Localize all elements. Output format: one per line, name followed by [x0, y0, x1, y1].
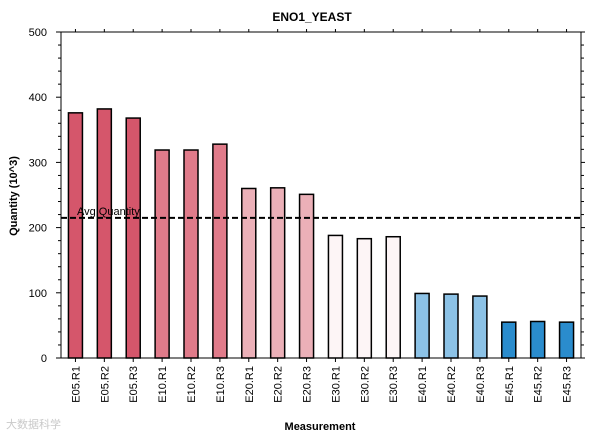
bar [443, 293, 459, 359]
x-tick-label: E05.R1 [70, 366, 82, 403]
y-axis-label: Quantity (10^3) [8, 156, 20, 236]
y-tick-label: 0 [41, 353, 47, 365]
bar [558, 321, 575, 359]
bar [529, 320, 546, 359]
x-tick-label: E30.R2 [359, 366, 371, 403]
x-tick-label: E45.R2 [533, 366, 545, 403]
bar [241, 187, 257, 359]
plot-area [60, 31, 582, 359]
x-tick-label: E20.R3 [302, 366, 314, 403]
bars-group [67, 108, 575, 359]
x-tick-label: E10.R3 [215, 366, 227, 403]
y-axis: 0 100 200 300 400 500 [29, 27, 585, 365]
x-tick-label: E05.R3 [128, 366, 140, 403]
x-tick-label: E30.R1 [330, 366, 342, 403]
bar [154, 149, 170, 359]
y-tick-label: 400 [29, 92, 47, 104]
bar [298, 193, 315, 359]
bar [356, 237, 373, 359]
bar [385, 235, 401, 359]
bar [269, 187, 286, 359]
x-axis: E05.R1 E05.R2 E05.R3 E10.R1 E10.R2 E10.R3 E20.… [70, 29, 574, 403]
x-axis-label: Measurement [285, 421, 356, 433]
y-tick-label: 500 [29, 27, 47, 39]
average-line-label: Avg Quantity [77, 206, 140, 218]
x-tick-label: E10.R1 [157, 366, 169, 403]
y-tick-label: 100 [29, 288, 47, 300]
x-tick-label: E45.R3 [562, 366, 574, 403]
x-tick-label: E40.R2 [446, 366, 458, 403]
bar [67, 112, 84, 359]
bar [125, 117, 141, 359]
watermark-text: 大数据科学 [6, 418, 61, 431]
x-tick-label: E30.R3 [388, 366, 400, 403]
x-tick-label: E45.R1 [504, 366, 516, 403]
x-tick-label: E10.R2 [186, 366, 198, 403]
bar [472, 295, 488, 359]
y-tick-label: 200 [29, 223, 47, 235]
bar [212, 143, 228, 359]
bar [327, 234, 344, 359]
chart-title: ENO1_YEAST [272, 10, 352, 24]
bar [96, 108, 113, 359]
x-tick-label: E20.R2 [273, 366, 285, 403]
x-tick-label: E40.R3 [475, 366, 487, 403]
y-tick-label: 300 [29, 157, 47, 169]
x-tick-label: E05.R2 [99, 366, 111, 403]
x-tick-label: E20.R1 [244, 366, 256, 403]
bar [183, 149, 199, 359]
x-tick-label: E40.R1 [417, 366, 429, 403]
bar [414, 292, 430, 359]
bar [501, 321, 517, 359]
